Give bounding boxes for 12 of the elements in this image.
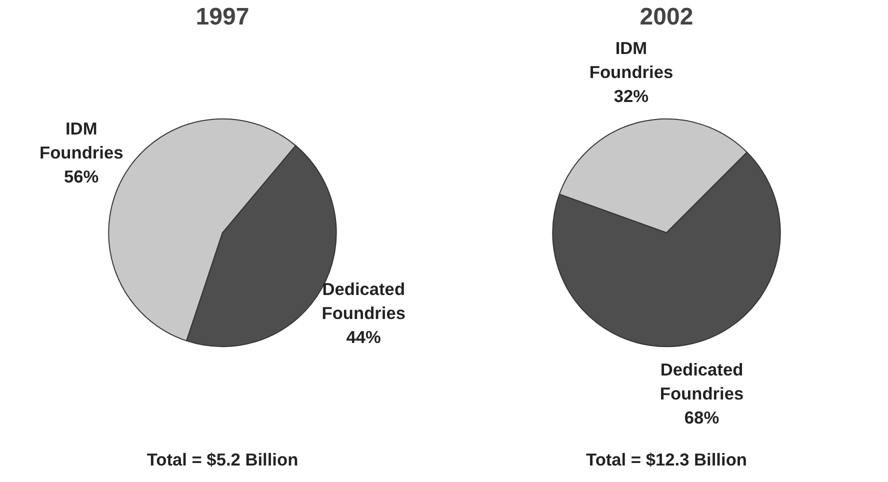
chart-title: 2002: [640, 4, 694, 30]
data-label: 32%: [614, 86, 649, 106]
slice-label: IDM Foundries: [589, 38, 674, 82]
slice-label: IDM Foundries: [40, 118, 124, 162]
slice-label: Dedicated Foundries: [660, 360, 744, 404]
data-label: 68%: [684, 408, 720, 428]
text: Total = $5.2 Billion: [146, 449, 298, 470]
chart-title: 1997: [196, 4, 250, 30]
data-label: 56%: [64, 166, 99, 186]
slice-label: Dedicated Foundries: [322, 279, 406, 324]
text: Total = $12.3 Billion: [586, 449, 747, 470]
data-label: 44%: [346, 327, 381, 348]
